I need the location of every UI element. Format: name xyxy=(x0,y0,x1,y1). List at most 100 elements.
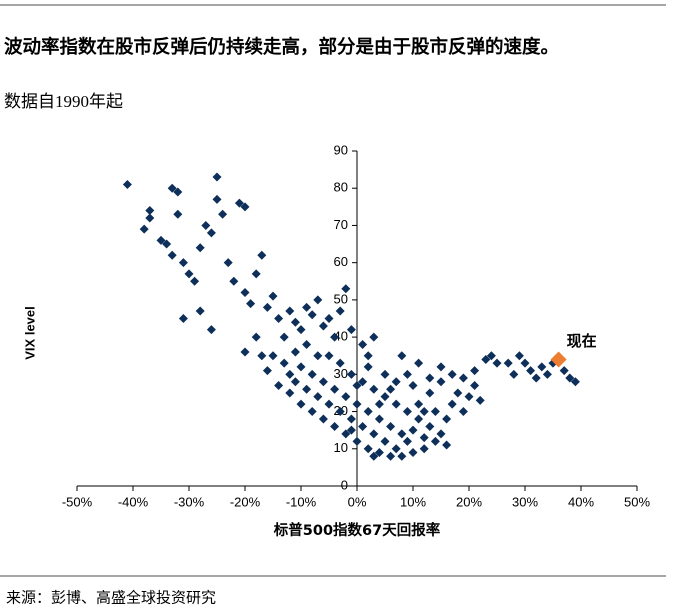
x-tick-label: 20% xyxy=(456,494,482,509)
point xyxy=(514,351,524,361)
y-tick-label: 90 xyxy=(334,142,348,157)
point xyxy=(274,381,284,390)
point xyxy=(380,392,390,402)
x-tick-label: 40% xyxy=(568,494,594,509)
point xyxy=(458,373,468,383)
point xyxy=(156,235,166,245)
point xyxy=(442,414,452,424)
point xyxy=(436,377,446,387)
point xyxy=(503,358,513,368)
point xyxy=(391,377,401,387)
point xyxy=(402,369,412,379)
point xyxy=(414,399,424,409)
point xyxy=(302,302,312,312)
point xyxy=(335,407,345,417)
y-tick-label: 50 xyxy=(334,291,348,306)
y-tick-label: 80 xyxy=(334,180,348,195)
point xyxy=(251,269,261,279)
point xyxy=(246,299,256,309)
point xyxy=(414,414,424,424)
point xyxy=(307,407,317,417)
point xyxy=(341,392,351,402)
point xyxy=(296,325,306,335)
point xyxy=(481,354,491,364)
point xyxy=(212,172,222,182)
chart-subtitle: 数据自1990年起 xyxy=(4,92,123,111)
point xyxy=(302,340,312,350)
point xyxy=(559,366,569,376)
point xyxy=(178,258,188,268)
point xyxy=(436,362,446,372)
point xyxy=(195,243,205,253)
point xyxy=(346,369,356,379)
point xyxy=(240,202,250,212)
point xyxy=(369,429,379,439)
point xyxy=(262,302,272,312)
point xyxy=(419,407,429,417)
point xyxy=(520,358,530,368)
y-tick-label: 40 xyxy=(334,329,348,344)
point xyxy=(408,448,418,457)
point xyxy=(492,358,502,368)
point xyxy=(229,276,239,286)
point xyxy=(397,351,407,361)
point xyxy=(296,362,306,372)
x-tick-label: 10% xyxy=(400,494,426,509)
point xyxy=(447,369,457,379)
point xyxy=(352,381,362,390)
annotation-label: 现在 xyxy=(567,332,597,350)
point xyxy=(369,384,379,394)
point xyxy=(425,388,435,398)
point xyxy=(285,388,295,398)
point xyxy=(145,213,155,223)
x-tick-label: 30% xyxy=(512,494,538,509)
point xyxy=(251,332,261,342)
point xyxy=(470,366,480,376)
source: 来源：彭博、高盛全球投资研究 xyxy=(6,589,216,607)
point xyxy=(380,436,390,446)
y-tick-label: 70 xyxy=(334,217,348,232)
point xyxy=(262,366,272,376)
point xyxy=(324,351,334,361)
point xyxy=(414,358,424,368)
point xyxy=(257,250,267,260)
point xyxy=(330,384,340,394)
point xyxy=(346,425,356,435)
point xyxy=(391,444,401,454)
point xyxy=(358,340,368,350)
point xyxy=(386,421,396,431)
point xyxy=(302,384,312,394)
point xyxy=(346,414,356,424)
point xyxy=(285,369,295,379)
point xyxy=(402,436,412,446)
point xyxy=(268,351,278,361)
point xyxy=(313,351,323,361)
point xyxy=(442,440,452,450)
point xyxy=(234,198,244,208)
point xyxy=(274,314,284,323)
point xyxy=(402,407,412,417)
point xyxy=(386,384,396,394)
point xyxy=(358,377,368,387)
point xyxy=(307,369,317,379)
point xyxy=(290,317,300,327)
point xyxy=(408,425,418,435)
point xyxy=(324,399,334,409)
point xyxy=(453,388,463,398)
y-tick-label: 60 xyxy=(334,254,348,269)
point xyxy=(464,392,474,402)
point xyxy=(318,377,328,387)
point xyxy=(318,414,328,424)
point xyxy=(173,209,183,219)
point xyxy=(313,392,323,402)
point xyxy=(313,295,323,305)
point xyxy=(369,332,379,342)
point xyxy=(425,373,435,383)
point xyxy=(458,407,468,417)
point xyxy=(201,220,211,230)
point xyxy=(162,239,172,249)
point xyxy=(341,284,351,294)
x-tick-label: -20% xyxy=(230,494,261,509)
point xyxy=(397,429,407,439)
point xyxy=(470,381,480,390)
